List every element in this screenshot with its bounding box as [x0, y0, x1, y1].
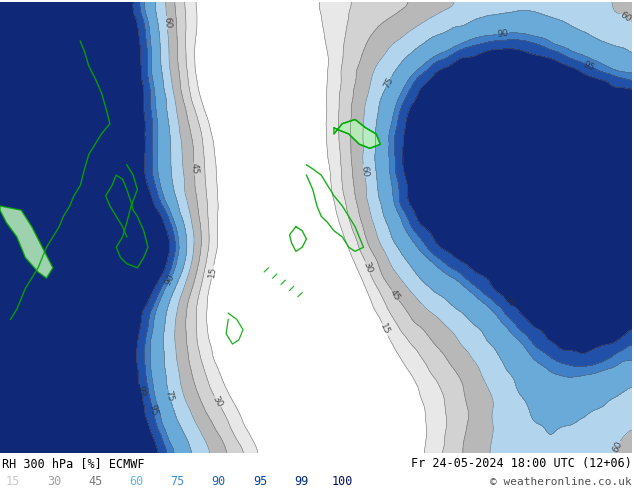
Text: 99: 99 — [502, 294, 517, 309]
Text: 90: 90 — [163, 273, 176, 287]
Text: 90: 90 — [212, 475, 226, 489]
Text: Fr 24-05-2024 18:00 UTC (12+06): Fr 24-05-2024 18:00 UTC (12+06) — [411, 457, 632, 470]
Text: 100: 100 — [332, 475, 353, 489]
Text: 15: 15 — [378, 322, 392, 337]
Text: 15: 15 — [6, 475, 20, 489]
Text: 60: 60 — [129, 475, 143, 489]
Text: 60: 60 — [359, 165, 370, 177]
Text: 60: 60 — [611, 440, 624, 454]
Text: 45: 45 — [190, 163, 199, 175]
Text: RH 300 hPa [%] ECMWF: RH 300 hPa [%] ECMWF — [2, 457, 145, 470]
Text: 75: 75 — [164, 389, 176, 402]
Text: 99: 99 — [135, 385, 146, 398]
Text: 45: 45 — [388, 288, 402, 302]
Text: 60: 60 — [618, 10, 633, 24]
Text: 45: 45 — [88, 475, 102, 489]
Text: 95: 95 — [581, 59, 596, 73]
Polygon shape — [0, 206, 53, 278]
Text: 75: 75 — [171, 475, 184, 489]
Text: 60: 60 — [162, 17, 172, 29]
Text: 15: 15 — [207, 266, 218, 278]
Text: 95: 95 — [253, 475, 267, 489]
Text: 30: 30 — [47, 475, 61, 489]
Text: 90: 90 — [496, 29, 509, 39]
Text: 30: 30 — [211, 394, 224, 409]
Text: 95: 95 — [147, 403, 158, 416]
Text: 99: 99 — [294, 475, 308, 489]
Text: 30: 30 — [361, 261, 374, 274]
Polygon shape — [334, 120, 380, 148]
Text: 75: 75 — [382, 75, 396, 90]
Text: © weatheronline.co.uk: © weatheronline.co.uk — [490, 477, 632, 487]
